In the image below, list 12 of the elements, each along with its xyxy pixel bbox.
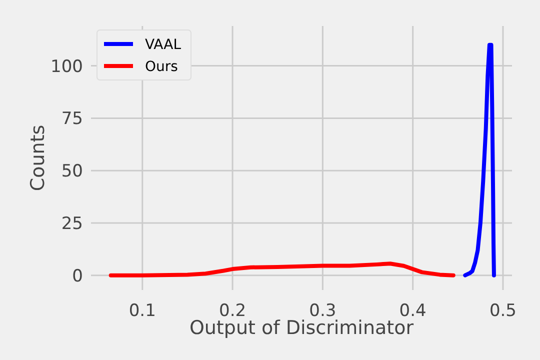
- y-axis-title: Counts: [27, 124, 49, 192]
- x-tick-label: 0.1: [128, 301, 156, 321]
- y-tick-label: 100: [50, 56, 83, 77]
- x-tick-label: 0.5: [489, 301, 517, 321]
- legend-label: VAAL: [145, 37, 182, 53]
- y-tick-label: 75: [61, 109, 83, 130]
- y-tick-label: 0: [72, 266, 83, 286]
- line-series: [463, 42, 496, 278]
- y-tick-label: 50: [61, 162, 83, 182]
- y-tick-label: 25: [61, 214, 83, 234]
- line-series: [108, 262, 456, 278]
- legend-label: Ours: [145, 59, 178, 75]
